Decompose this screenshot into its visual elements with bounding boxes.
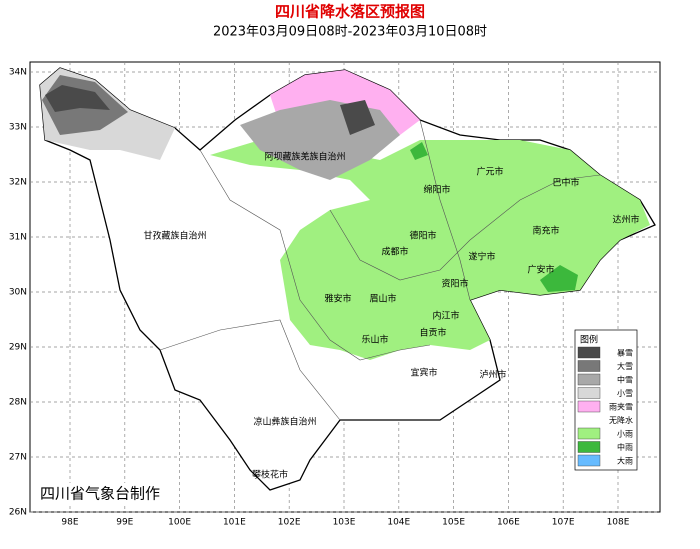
- legend-label: 无降水: [609, 415, 633, 425]
- lon-label: 98E: [61, 518, 78, 528]
- lat-label: 29N: [9, 343, 27, 353]
- lon-label: 99E: [116, 518, 133, 528]
- legend-swatch: [577, 441, 601, 453]
- credit-box: [34, 483, 174, 505]
- place-label: 广元市: [476, 166, 503, 178]
- place-label: 宜宾市: [410, 367, 437, 379]
- moderate-rain-area: [540, 265, 578, 292]
- legend-label: 小雨: [617, 430, 633, 439]
- lat-label: 32N: [9, 178, 27, 188]
- place-label: 内江市: [432, 310, 459, 322]
- legend-swatch: [578, 414, 600, 426]
- moderate-rain-area: [410, 142, 428, 160]
- place-label: 凉山彝族自治州: [253, 416, 316, 428]
- place-label: 南充市: [532, 225, 559, 237]
- legend-swatch: [577, 346, 601, 359]
- legend-label: 大雪: [617, 361, 633, 371]
- place-label: 资阳市: [441, 278, 468, 290]
- lon-label: 103E: [333, 518, 356, 528]
- legend-label: 小雪: [617, 389, 633, 398]
- place-label: 巴中市: [552, 177, 579, 189]
- lon-label: 108E: [607, 518, 630, 528]
- place-label: 阿坝藏族羌族自治州: [264, 151, 345, 163]
- place-label: 泸州市: [479, 369, 506, 381]
- place-label: 乐山市: [361, 334, 388, 346]
- blizzard-area: [45, 85, 110, 112]
- light-rain-area: [210, 140, 650, 360]
- legend-swatch: [577, 400, 601, 413]
- legend-swatch: [577, 454, 601, 467]
- legend-label: 中雨: [617, 442, 633, 452]
- legend-label: 暴雪: [617, 349, 633, 358]
- blizzard-area: [340, 100, 375, 135]
- lat-label: 28N: [9, 398, 27, 408]
- lat-label: 27N: [9, 453, 27, 463]
- lat-label: 34N: [9, 68, 27, 78]
- place-label: 绵阳市: [423, 184, 450, 196]
- legend-label: 雨夹雪: [609, 402, 633, 412]
- place-label: 自贡市: [419, 327, 446, 339]
- lat-label: 33N: [9, 123, 27, 133]
- legend-swatch: [577, 387, 601, 399]
- lon-label: 104E: [387, 518, 410, 528]
- place-label: 雅安市: [324, 293, 351, 305]
- lat-label: 26N: [9, 508, 27, 518]
- lat-label: 30N: [9, 288, 27, 298]
- place-label: 成都市: [381, 246, 408, 258]
- lat-label: 31N: [9, 233, 27, 243]
- place-label: 攀枝花市: [252, 469, 288, 481]
- lon-label: 102E: [278, 518, 301, 528]
- place-label: 广安市: [527, 264, 554, 276]
- legend-swatch: [577, 427, 601, 440]
- title: 四川省降水落区预报图: [275, 3, 425, 21]
- place-label: 达州市: [612, 214, 639, 226]
- lon-label: 100E: [168, 518, 191, 528]
- county-borders: [159, 119, 601, 421]
- legend-label: 中雪: [617, 375, 633, 385]
- place-label: 德阳市: [409, 230, 436, 242]
- lon-label: 107E: [552, 518, 575, 528]
- place-label: 甘孜藏族自治州: [143, 230, 206, 242]
- place-label: 眉山市: [369, 293, 396, 305]
- lon-label: 106E: [497, 518, 520, 528]
- legend-label: 大雨: [617, 456, 633, 466]
- subtitle: 2023年03月09日08时-2023年03月10日08时: [213, 25, 487, 40]
- lon-label: 105E: [442, 518, 465, 528]
- lon-label: 101E: [223, 518, 246, 528]
- credit: 四川省气象台制作: [40, 485, 160, 503]
- legend-swatch: [577, 373, 601, 386]
- legend-swatch: [577, 360, 601, 372]
- legend-title: 图例: [580, 334, 598, 346]
- place-label: 遂宁市: [468, 251, 495, 263]
